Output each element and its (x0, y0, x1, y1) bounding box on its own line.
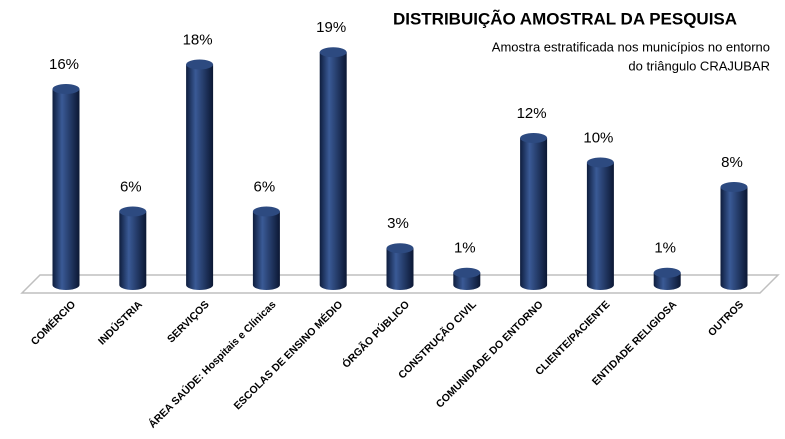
x-tick-label: COMÉRCIO (28, 298, 78, 348)
bar (386, 248, 414, 290)
value-label: 12% (517, 105, 547, 122)
value-label: 19% (316, 19, 346, 36)
bar-top (119, 206, 147, 217)
bar-top (653, 267, 681, 278)
value-label: 1% (654, 240, 676, 257)
bar-top (453, 267, 481, 278)
x-tick-label: INDÚSTRIA (95, 298, 145, 348)
value-label: 3% (387, 215, 409, 232)
chart-title: DISTRIBUIÇÃO AMOSTRAL DA PESQUISA (393, 8, 737, 28)
x-tick-label: ÁREA SAÚDE: Hospitais e Clínicas (146, 298, 279, 431)
value-label: 6% (120, 178, 142, 195)
bar (319, 52, 347, 290)
value-label: 1% (454, 240, 476, 257)
value-label: 6% (254, 178, 276, 195)
bar (520, 138, 548, 290)
bar-top (52, 84, 80, 94)
x-tick-label: OUTROS (706, 299, 746, 339)
x-tick-label: ESCOLAS DE ENSINO MÉDIO (231, 298, 345, 412)
value-label: 8% (721, 154, 743, 171)
x-tick-label: COMUNIDADE DO ENTORNO (434, 299, 546, 411)
bar (52, 89, 80, 290)
x-tick-label: CLIENTE/PACIENTE (533, 299, 612, 378)
bar-top (186, 59, 214, 70)
bar-top (720, 182, 748, 192)
chart-subtitle: Amostra estratificada nos municípios no … (492, 39, 770, 54)
bar-top (586, 157, 614, 168)
chart-subtitle: do triângulo CRAJUBAR (628, 58, 770, 73)
bar-top (386, 243, 414, 254)
bar-top (319, 47, 347, 58)
x-tick-label: ÓRGÃO PÚBLICO (339, 298, 412, 371)
bar-top (520, 133, 548, 143)
bar (586, 162, 614, 290)
value-label: 10% (583, 129, 613, 146)
bar-top (252, 206, 280, 217)
x-tick-label: SERVIÇOS (165, 299, 212, 346)
bar (119, 211, 147, 290)
bar (252, 211, 280, 290)
value-label: 18% (183, 31, 213, 48)
bar (186, 64, 214, 290)
bar (720, 187, 748, 290)
value-label: 16% (49, 56, 79, 73)
